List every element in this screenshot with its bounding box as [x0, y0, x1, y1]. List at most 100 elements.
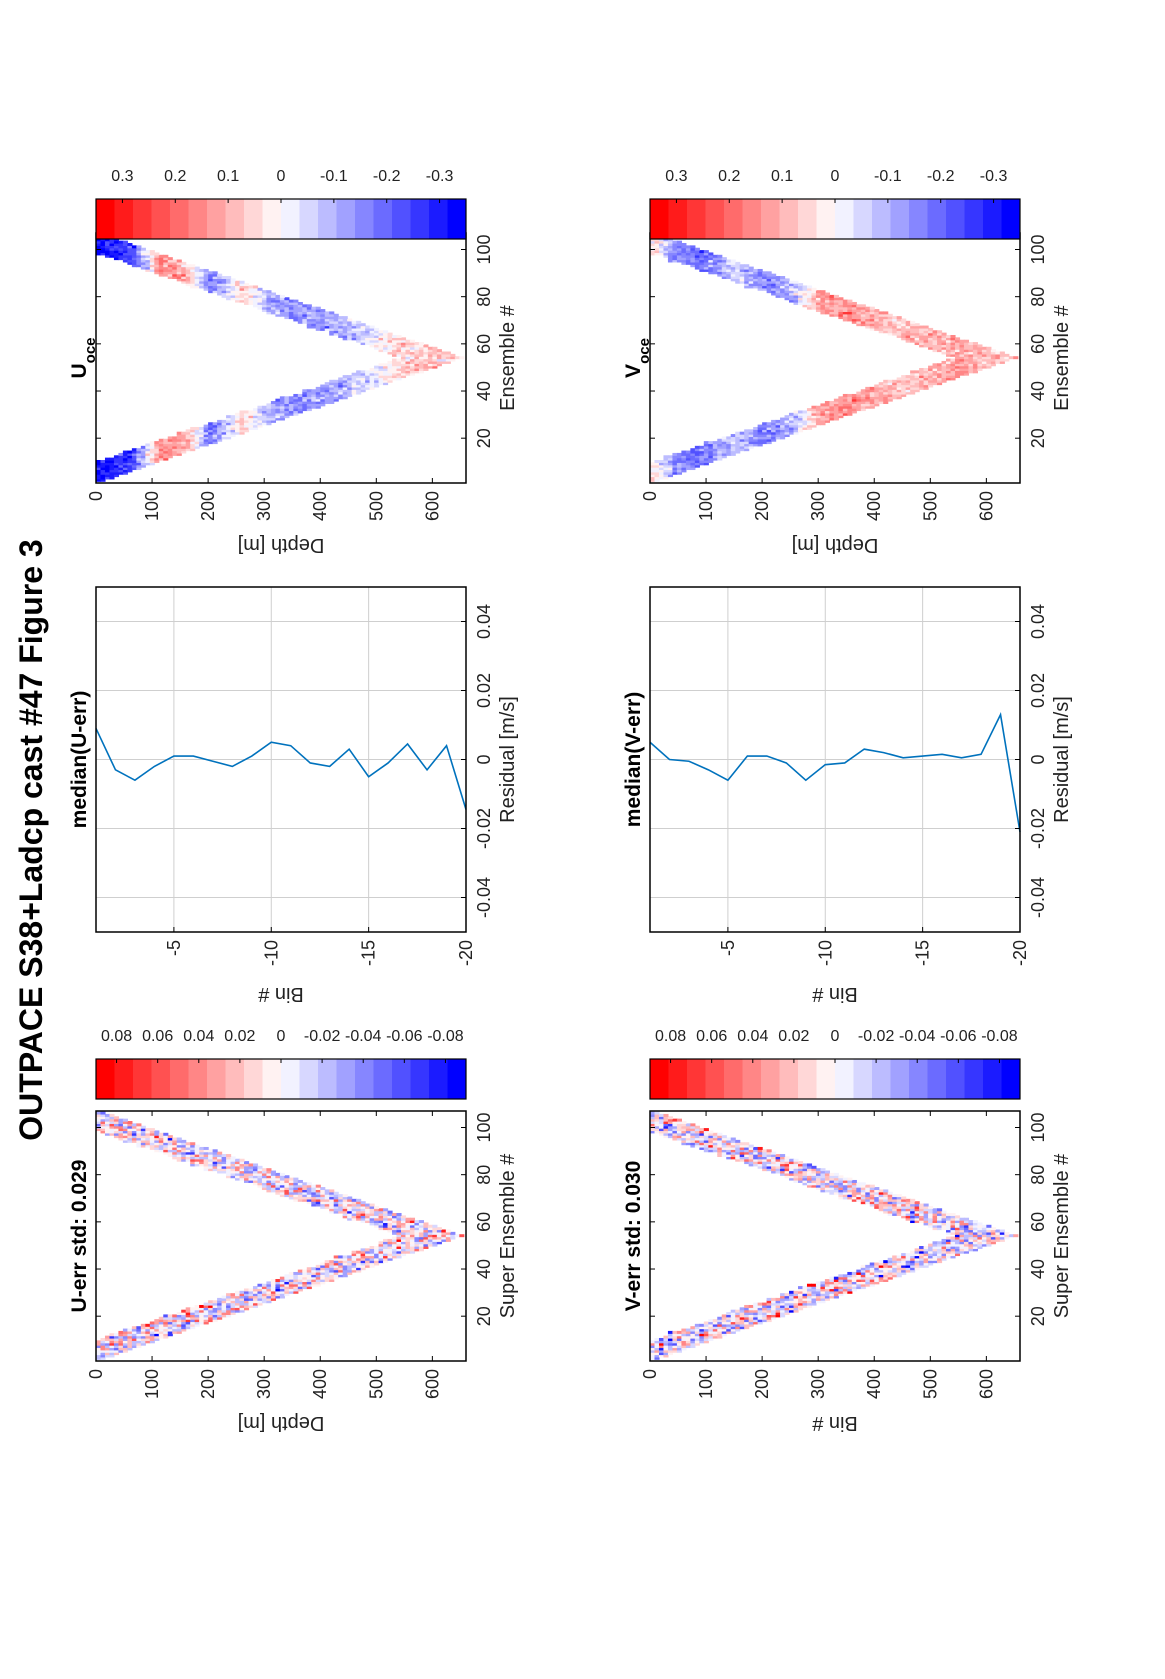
heatmap-cell: [163, 457, 169, 461]
heatmap-cell: [100, 1347, 106, 1351]
heatmap-cell: [396, 342, 402, 346]
heatmap-cell: [735, 1314, 741, 1318]
heatmap-cell: [744, 1158, 750, 1162]
heatmap-cell: [811, 1288, 817, 1292]
heatmap-cell: [145, 1128, 151, 1132]
heatmap-cell: [212, 1168, 218, 1172]
heatmap-cell: [131, 1326, 137, 1330]
heatmap-cell: [329, 401, 335, 404]
heatmap-cell: [221, 429, 227, 433]
heatmap-cell: [954, 1243, 961, 1247]
heatmap-cell: [315, 403, 321, 407]
heatmap-cell: [414, 1243, 420, 1247]
heatmap-cell: [347, 1205, 353, 1209]
heatmap-cell: [194, 443, 200, 447]
heatmap-cell: [708, 455, 714, 459]
heatmap-cell: [387, 1224, 393, 1228]
heatmap-cell: [717, 1144, 723, 1148]
heatmap-cell: [131, 1125, 137, 1129]
heatmap-cell: [122, 1125, 128, 1129]
heatmap-cell: [663, 462, 669, 466]
heatmap-cell: [820, 412, 826, 416]
heatmap-cell: [654, 478, 660, 482]
heatmap-cell: [928, 1212, 934, 1216]
heatmap-cell: [172, 438, 178, 442]
heatmap-cell: [950, 1255, 956, 1259]
heatmap-cell: [414, 356, 420, 360]
heatmap-cell: [149, 1144, 155, 1148]
heatmap-cell: [230, 422, 236, 426]
heatmap-cell: [667, 1330, 674, 1334]
heatmap-cell: [230, 1156, 236, 1160]
heatmap-cell: [311, 1271, 317, 1275]
heatmap-cell: [212, 278, 218, 282]
heatmap-cell: [306, 313, 312, 317]
heatmap-cell: [172, 445, 178, 449]
heatmap-cell: [650, 1347, 656, 1351]
heatmap-cell: [221, 426, 227, 430]
heatmap-cell: [378, 1250, 384, 1254]
heatmap-cell: [418, 344, 424, 348]
heatmap-cell: [418, 353, 424, 357]
heatmap-cell: [302, 398, 308, 402]
heatmap-cell: [320, 1191, 326, 1195]
heatmap-cell: [217, 431, 223, 435]
heatmap-cell: [190, 1316, 196, 1320]
heatmap-cell: [699, 1340, 705, 1344]
heatmap-cell: [717, 1323, 723, 1327]
heatmap-cell: [860, 389, 866, 393]
heatmap-cell: [780, 1293, 786, 1297]
heatmap-cell: [208, 1314, 214, 1318]
heatmap-cell: [436, 1238, 442, 1242]
heatmap-cell: [306, 391, 312, 395]
heatmap-cell: [199, 1156, 205, 1160]
heatmap-cell: [369, 1253, 375, 1257]
heatmap-cell: [347, 375, 353, 379]
heatmap-cell: [118, 252, 124, 256]
colorbar-tick-label: 0.04: [737, 1028, 768, 1045]
heatmap-cell: [172, 1142, 178, 1146]
heatmap-cell: [158, 1323, 164, 1327]
heatmap-cell: [672, 1118, 678, 1122]
heatmap-cell: [172, 1144, 178, 1148]
heatmap-cell: [757, 429, 763, 433]
heatmap-cell: [284, 1286, 290, 1290]
heatmap-cell: [275, 1286, 281, 1290]
heatmap-cell: [378, 1217, 384, 1221]
heatmap-cell: [248, 1300, 254, 1304]
heatmap-cell: [806, 1286, 813, 1290]
heatmap-cell: [658, 1347, 665, 1351]
heatmap-cell: [378, 339, 384, 343]
heatmap-cell: [427, 1231, 433, 1235]
heatmap-cell: [712, 452, 718, 456]
heatmap-cell: [293, 1191, 299, 1195]
heatmap-cell: [356, 382, 362, 386]
heatmap-cell: [869, 1274, 875, 1278]
heatmap-cell: [306, 1201, 312, 1205]
heatmap-cell: [690, 452, 696, 456]
heatmap-cell: [284, 1184, 290, 1188]
heatmap-cell: [780, 429, 786, 433]
heatmap-cell: [748, 1316, 754, 1320]
heatmap-cell: [113, 254, 120, 258]
heatmap-cell: [158, 271, 164, 275]
heatmap-cell: [423, 1227, 429, 1231]
x-axis-label: Ensemble #: [497, 304, 519, 410]
heatmap-cell: [919, 372, 925, 376]
heatmap-cell: [905, 384, 911, 388]
heatmap-cell: [302, 1281, 308, 1285]
heatmap-cell: [968, 365, 974, 369]
heatmap-cell: [338, 320, 344, 324]
heatmap-cell: [878, 1203, 884, 1207]
heatmap-cell: [172, 1321, 178, 1325]
heatmap-cell: [261, 1177, 268, 1181]
heatmap-cell: [190, 445, 196, 449]
heatmap-cell: [369, 1210, 375, 1214]
heatmap-cell: [896, 386, 902, 390]
heatmap-cell: [699, 1135, 705, 1139]
heatmap-cell: [928, 370, 934, 374]
heatmap-cell: [459, 356, 465, 360]
heatmap-cell: [383, 372, 389, 376]
heatmap-cell: [311, 1281, 317, 1285]
heatmap-cell: [775, 436, 781, 440]
